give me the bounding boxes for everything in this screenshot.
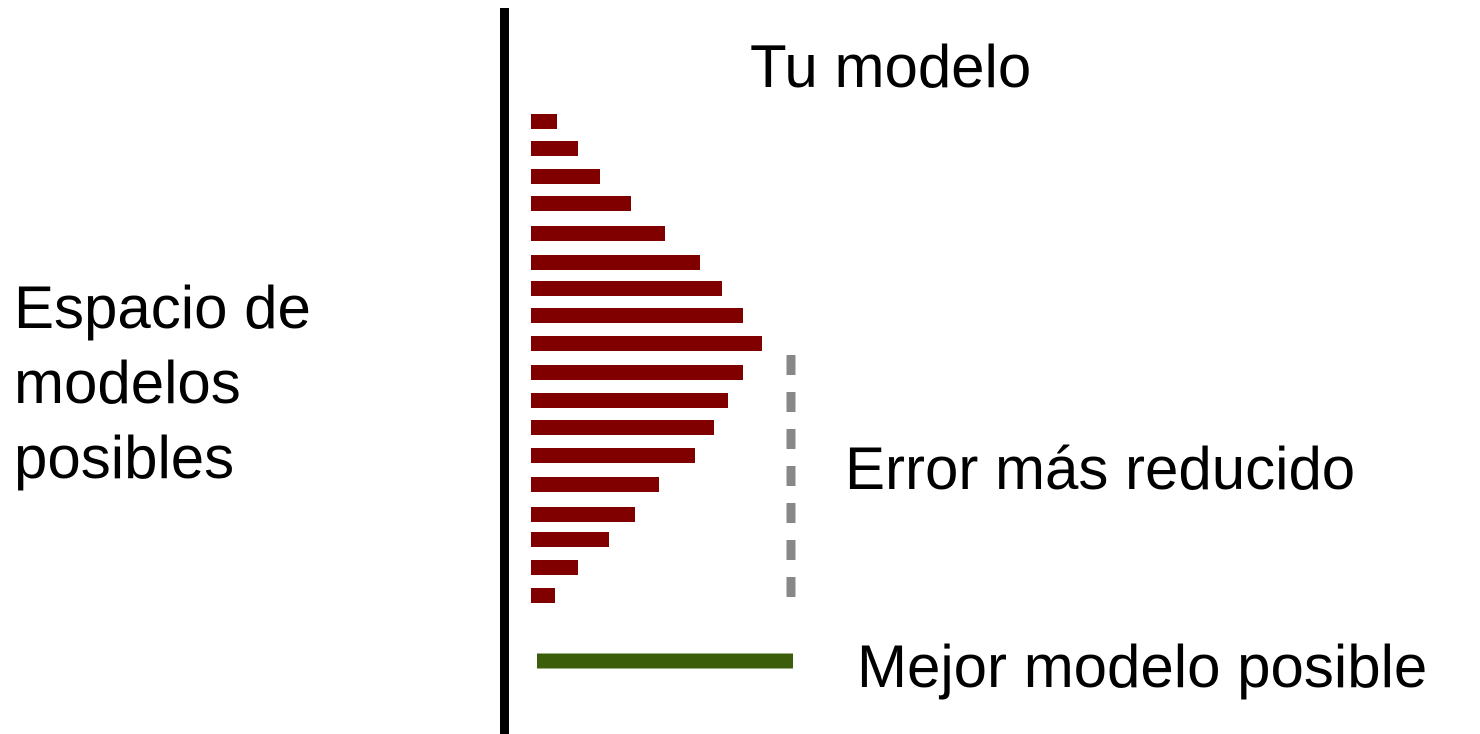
bar	[531, 255, 700, 270]
bar	[531, 169, 600, 184]
bar	[531, 365, 743, 380]
axis-line	[500, 8, 509, 734]
side-label-line: modelos	[14, 349, 241, 416]
bar	[531, 448, 695, 463]
bar	[531, 532, 609, 547]
bar	[531, 114, 557, 129]
bar	[531, 281, 722, 296]
bar	[531, 507, 635, 522]
bar	[531, 588, 555, 603]
bar	[531, 141, 578, 156]
side-label-line: Espacio de	[14, 274, 311, 341]
bar	[531, 226, 665, 241]
side-label-line: posibles	[14, 424, 234, 491]
bar	[531, 393, 728, 408]
bar	[531, 420, 714, 435]
bar	[531, 308, 743, 323]
model-distribution	[531, 114, 762, 603]
bar	[531, 336, 762, 351]
best-label: Mejor modelo posible	[857, 633, 1427, 700]
bar	[531, 560, 578, 575]
bar	[531, 196, 631, 211]
bar	[531, 477, 659, 492]
error-label: Error más reducido	[845, 435, 1355, 502]
top-label: Tu modelo	[750, 33, 1031, 100]
